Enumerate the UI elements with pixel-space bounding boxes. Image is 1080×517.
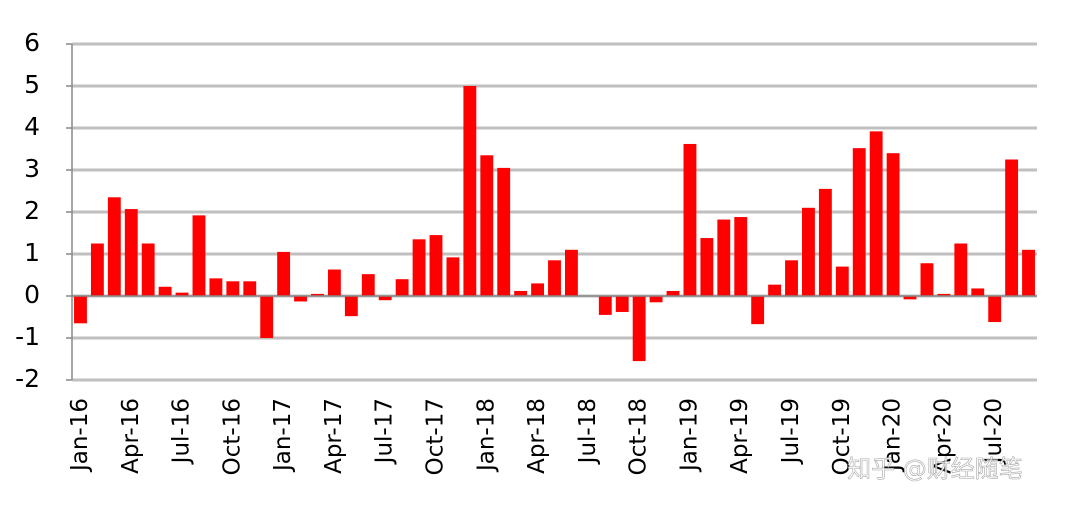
x-tick-label: Jan-20 <box>880 398 906 473</box>
bar <box>598 296 612 315</box>
bar <box>480 155 494 296</box>
y-tick-label: -2 <box>15 364 40 393</box>
bar <box>818 188 832 296</box>
y-tick-label: 6 <box>24 28 40 57</box>
x-tick-label: Oct-18 <box>626 398 652 475</box>
bar <box>209 278 223 296</box>
bar <box>768 284 782 296</box>
bar <box>243 281 257 296</box>
x-tick-label: Jan-18 <box>473 398 499 473</box>
bar <box>548 260 561 296</box>
y-tick-label: 3 <box>24 154 40 183</box>
bar <box>869 131 883 296</box>
bar <box>937 293 951 296</box>
x-tick-label: Oct-17 <box>422 398 448 475</box>
bar <box>378 296 392 301</box>
x-tick-label: Apr-20 <box>930 398 956 474</box>
bar <box>158 286 172 296</box>
bar <box>649 296 663 303</box>
bar <box>90 243 104 296</box>
x-tick-label: Jul-18 <box>575 398 601 465</box>
bar <box>835 266 849 296</box>
bar <box>277 251 291 296</box>
bar <box>886 153 900 296</box>
x-tick-label: Jul-17 <box>372 398 398 465</box>
bar <box>751 296 765 325</box>
watermark: 知乎 @财经随笔 <box>847 455 1023 483</box>
bar <box>802 207 815 296</box>
x-tick-label: Jan-16 <box>67 398 93 473</box>
bar <box>785 260 798 296</box>
x-tick-label: Oct-16 <box>219 398 245 475</box>
bar <box>632 296 646 362</box>
bar <box>1022 249 1035 296</box>
bar <box>107 197 121 296</box>
bar <box>294 296 307 302</box>
x-tick-label: Jul-19 <box>778 398 804 465</box>
y-tick-label: -1 <box>15 322 40 351</box>
bar <box>311 293 324 296</box>
bar <box>361 274 375 296</box>
bar <box>734 217 748 296</box>
y-tick-label: 1 <box>24 238 40 267</box>
bar <box>124 209 138 296</box>
bar <box>1005 159 1019 296</box>
bar <box>988 296 1002 323</box>
bar <box>497 167 511 296</box>
bar <box>852 148 866 296</box>
y-tick-label: 0 <box>24 280 40 309</box>
bar <box>683 143 697 296</box>
bar <box>954 243 968 296</box>
x-tick-label: Jan-19 <box>676 398 702 473</box>
bar <box>615 296 629 312</box>
bar <box>700 238 714 296</box>
bar <box>463 86 477 296</box>
x-tick-label: Apr-19 <box>727 398 753 474</box>
y-tick-label: 4 <box>24 112 40 141</box>
bar <box>412 239 426 296</box>
x-tick-label: Jan-17 <box>270 398 296 473</box>
bar <box>903 296 917 300</box>
x-tick-label: Jul-20 <box>981 398 1007 465</box>
y-tick-label: 2 <box>24 196 40 225</box>
y-tick-label: 5 <box>24 70 40 99</box>
bar <box>327 269 341 296</box>
bar <box>564 249 578 296</box>
bar <box>192 215 206 296</box>
bar <box>141 243 155 296</box>
bar <box>514 290 528 296</box>
x-tick-label: Apr-16 <box>118 398 144 474</box>
bar <box>717 219 731 296</box>
bar <box>429 235 443 296</box>
bar <box>74 296 87 324</box>
x-tick-label: Apr-18 <box>524 398 550 474</box>
bar <box>971 288 985 296</box>
bar <box>446 257 460 296</box>
x-tick-label: Oct-19 <box>829 398 855 475</box>
bar <box>226 281 240 296</box>
bar <box>531 283 545 296</box>
bar <box>920 263 934 296</box>
bar <box>395 279 409 296</box>
x-tick-label: Jul-16 <box>169 398 195 465</box>
bar <box>344 296 358 317</box>
bar <box>666 290 680 296</box>
bar <box>175 292 189 296</box>
bar <box>260 296 274 338</box>
x-tick-label: Apr-17 <box>321 398 347 474</box>
